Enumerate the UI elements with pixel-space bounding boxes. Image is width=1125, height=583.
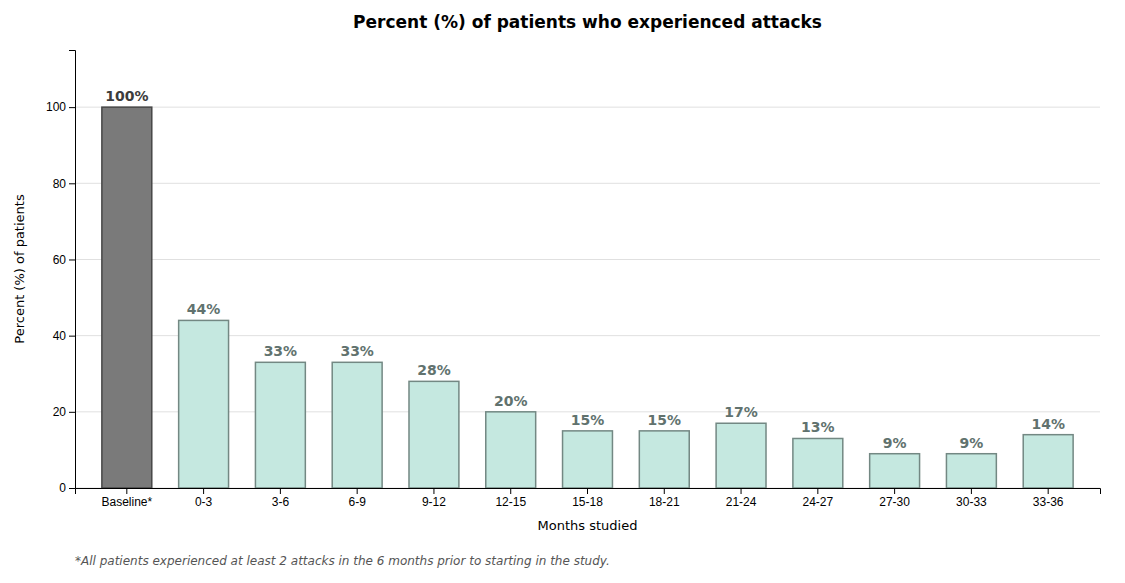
y-tick-label: 60 [53, 253, 67, 267]
x-tick-mark [280, 488, 281, 494]
data-label: 33% [340, 343, 374, 359]
bar [255, 362, 305, 488]
x-tick: 15-18 [572, 488, 603, 509]
chart: Baseline* 0-3 3-6 6-9 9-12 12-15 15-18 18-21 21-… [0, 0, 1125, 583]
x-tick: 3-6 [272, 488, 290, 509]
y-tick-label: 0 [59, 481, 66, 495]
grid-line [75, 183, 1100, 184]
bar [409, 381, 459, 488]
x-tick-label: 27-30 [879, 495, 910, 509]
y-axis-line [69, 51, 76, 489]
y-tick: 60 [53, 253, 75, 267]
y-tick-label: 20 [53, 405, 67, 419]
x-tick-mark [433, 488, 434, 494]
x-tick-label: 6-9 [348, 495, 366, 509]
x-tick-label: 30-33 [956, 495, 987, 509]
x-tick: 24-27 [802, 488, 833, 509]
grid [75, 107, 1100, 488]
data-label: 15% [648, 412, 682, 428]
x-tick-mark [587, 488, 588, 494]
bar [102, 107, 152, 488]
x-tick: 9-12 [422, 488, 446, 509]
y-tick-mark [69, 488, 75, 489]
x-tick-label: Baseline* [101, 495, 152, 509]
x-tick-label: 18-21 [649, 495, 680, 509]
title: Percent (%) of patients who experienced … [353, 12, 822, 32]
x-tick-label: 9-12 [422, 495, 446, 509]
x-tick: 0-3 [195, 488, 213, 509]
x-tick-label: 21-24 [726, 495, 757, 509]
x-tick-mark [1048, 488, 1049, 494]
x-tick-label: 12-15 [495, 495, 526, 509]
x-tick-mark [894, 488, 895, 494]
x-tick: Baseline* [101, 488, 152, 509]
y-tick: 20 [53, 405, 75, 419]
bar [870, 454, 920, 488]
data-label: 33% [264, 343, 298, 359]
plot: Baseline* 0-3 3-6 6-9 9-12 12-15 15-18 18-21 21-… [46, 51, 1101, 509]
data-label: 17% [724, 404, 758, 420]
x-tick: 12-15 [495, 488, 526, 509]
y-axis-title: Percent (%) of patients [12, 194, 27, 344]
bar [639, 431, 689, 488]
x-tick-label: 24-27 [802, 495, 833, 509]
bars [102, 107, 1073, 488]
x-tick-mark [971, 488, 972, 494]
x-tick-mark [126, 488, 127, 494]
x-tick: 18-21 [649, 488, 680, 509]
footnote: *All patients experienced at least 2 att… [75, 554, 610, 568]
x-tick: 33-36 [1033, 488, 1064, 509]
x-axis: Baseline* 0-3 3-6 6-9 9-12 12-15 15-18 18-21 21-… [76, 488, 1101, 509]
bar [1023, 435, 1073, 488]
x-axis-title: Months studied [538, 518, 638, 533]
y-tick-label: 100 [46, 100, 66, 114]
x-tick-label: 33-36 [1033, 495, 1064, 509]
x-axis-line [76, 489, 1101, 495]
x-tick-label: 15-18 [572, 495, 603, 509]
grid-line [75, 107, 1100, 108]
x-tick: 27-30 [879, 488, 910, 509]
data-label: 28% [417, 362, 451, 378]
y-tick-mark [69, 107, 75, 108]
data-labels: 100% 44% 33% 33% 28% 20% 15% 15% 17% 13% 9% 9% 14% [105, 88, 1065, 451]
y-tick-mark [69, 183, 75, 184]
data-label: 13% [801, 419, 835, 435]
x-tick-mark [357, 488, 358, 494]
y-tick-label: 80 [53, 177, 67, 191]
x-tick-mark [817, 488, 818, 494]
bar [793, 438, 843, 488]
x-tick: 6-9 [348, 488, 366, 509]
y-tick-label: 40 [53, 329, 67, 343]
y-tick: 80 [53, 177, 75, 191]
bar [179, 320, 229, 488]
y-tick: 40 [53, 329, 75, 343]
bar [486, 412, 536, 488]
x-tick-mark [510, 488, 511, 494]
x-tick-label: 3-6 [272, 495, 290, 509]
x-tick-mark [741, 488, 742, 494]
data-label: 14% [1031, 416, 1065, 432]
bar [716, 423, 766, 488]
y-tick-mark [69, 336, 75, 337]
y-tick: 0 [59, 481, 75, 495]
bar [332, 362, 382, 488]
data-label: 20% [494, 393, 528, 409]
y-tick-mark [69, 412, 75, 413]
data-label: 15% [571, 412, 605, 428]
x-tick-mark [664, 488, 665, 494]
data-label: 44% [187, 301, 221, 317]
y-axis: 0 20 40 60 80 100 [46, 51, 76, 496]
data-label: 9% [960, 435, 984, 451]
x-tick: 30-33 [956, 488, 987, 509]
data-label: 100% [105, 88, 148, 104]
x-tick-mark [203, 488, 204, 494]
x-tick-label: 0-3 [195, 495, 213, 509]
x-tick: 21-24 [726, 488, 757, 509]
bar [563, 431, 613, 488]
grid-line [75, 259, 1100, 260]
y-tick: 100 [46, 100, 75, 114]
bar [946, 454, 996, 488]
y-tick-mark [69, 259, 75, 260]
data-label: 9% [883, 435, 907, 451]
